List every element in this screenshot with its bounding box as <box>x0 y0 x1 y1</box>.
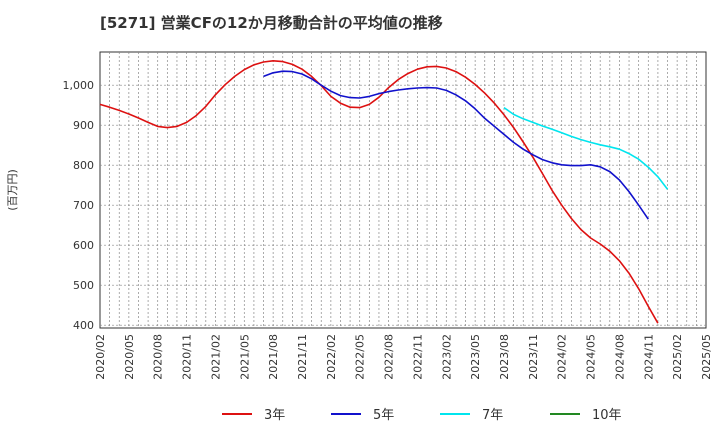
x-tick-label: 2021/02 <box>209 334 222 380</box>
y-tick-label: 1,000 <box>63 79 95 92</box>
x-tick-label: 2021/05 <box>238 334 251 380</box>
series-line-7年 <box>503 106 669 190</box>
chart-title: [5271] 営業CFの12か月移動合計の平均値の推移 <box>100 14 443 32</box>
y-tick-label: 500 <box>73 279 94 292</box>
x-tick-label: 2022/02 <box>325 334 338 380</box>
x-tick-label: 2020/11 <box>181 334 194 380</box>
y-tick-label: 400 <box>73 319 94 332</box>
x-tick-label: 2022/05 <box>354 334 367 380</box>
x-tick-label: 2023/02 <box>440 334 453 380</box>
x-tick-label: 2024/02 <box>556 334 569 380</box>
legend-label: 7年 <box>482 408 503 423</box>
series-line-5年 <box>263 70 649 220</box>
y-axis-ticks: 400 500 600 700 800 900 1,000 <box>63 79 95 332</box>
y-tick-label: 900 <box>73 119 94 132</box>
x-tick-label: 2025/05 <box>700 334 713 380</box>
legend: 3年 5年 7年 10年 <box>222 408 622 423</box>
x-tick-label: 2023/11 <box>527 334 540 380</box>
series-lines <box>99 60 669 324</box>
x-tick-label: 2022/08 <box>383 334 396 380</box>
y-axis-label: (百万円) <box>6 169 19 211</box>
x-tick-label: 2024/08 <box>613 334 626 380</box>
y-tick-label: 800 <box>73 159 94 172</box>
legend-label: 5年 <box>373 408 394 423</box>
x-tick-label: 2021/11 <box>296 334 309 380</box>
plot-area <box>99 51 707 329</box>
y-tick-label: 600 <box>73 239 94 252</box>
legend-label: 3年 <box>264 408 285 423</box>
x-tick-label: 2023/08 <box>498 334 511 380</box>
x-axis-ticks: 2020/02 2020/05 2020/08 2020/11 2021/02 2021/… <box>94 334 713 380</box>
x-tick-label: 2024/05 <box>585 334 598 380</box>
series-line-3年 <box>99 60 659 324</box>
grid-lines <box>100 52 706 328</box>
x-tick-label: 2020/05 <box>123 334 136 380</box>
legend-label: 10年 <box>592 408 622 423</box>
x-tick-label: 2020/02 <box>94 334 107 380</box>
x-tick-label: 2023/05 <box>469 334 482 380</box>
x-tick-label: 2021/08 <box>267 334 280 380</box>
x-tick-label: 2022/11 <box>411 334 424 380</box>
x-tick-label: 2020/08 <box>152 334 165 380</box>
x-tick-label: 2025/02 <box>671 334 684 380</box>
y-tick-label: 700 <box>73 199 94 212</box>
x-tick-label: 2024/11 <box>642 334 655 380</box>
